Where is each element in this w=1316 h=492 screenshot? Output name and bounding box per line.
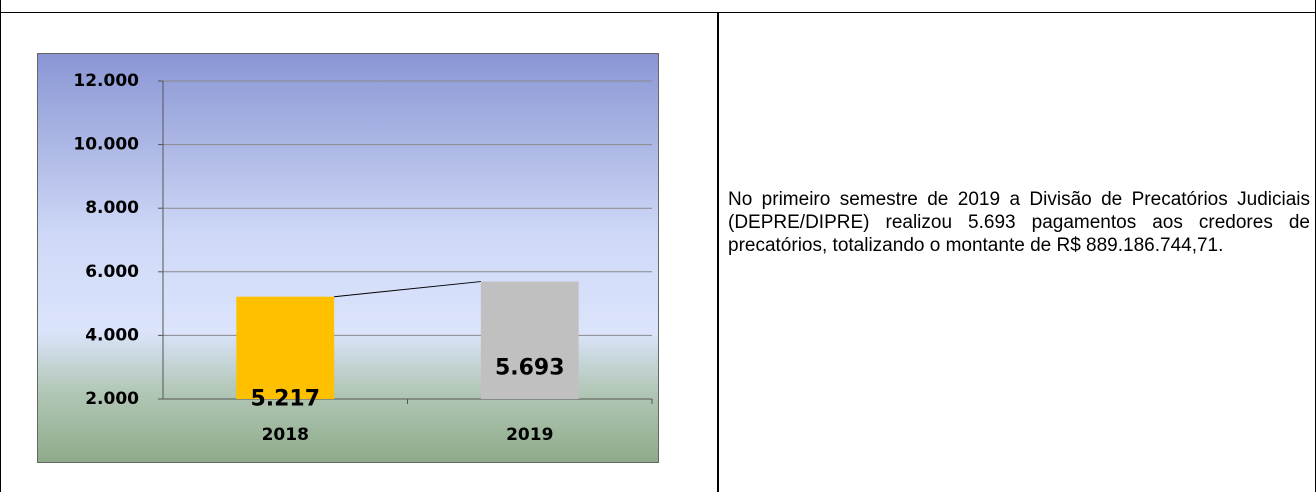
value-label: 5.693 (495, 356, 565, 381)
y-tick-label: 10.000 (73, 135, 139, 155)
y-tick-label: 6.000 (85, 262, 139, 282)
series-line (334, 281, 481, 298)
y-tick-label: 8.000 (85, 198, 139, 218)
y-tick-label: 4.000 (85, 325, 139, 345)
left-cell (0, 12, 719, 492)
x-tick-label: 2019 (506, 425, 553, 445)
y-tick-label: 12.000 (73, 71, 139, 91)
bar (480, 281, 579, 399)
y-tick-label: 2.000 (85, 389, 139, 409)
value-label: 5.217 (250, 387, 320, 412)
x-tick-label: 2018 (262, 425, 309, 445)
chart: 2.000 4.000 6.000 8.000 10.000 12.000 2018 5.21… (37, 53, 659, 463)
bar (236, 296, 335, 399)
paragraph: No primeiro semestre de 2019 a Divisão d… (728, 189, 1310, 256)
